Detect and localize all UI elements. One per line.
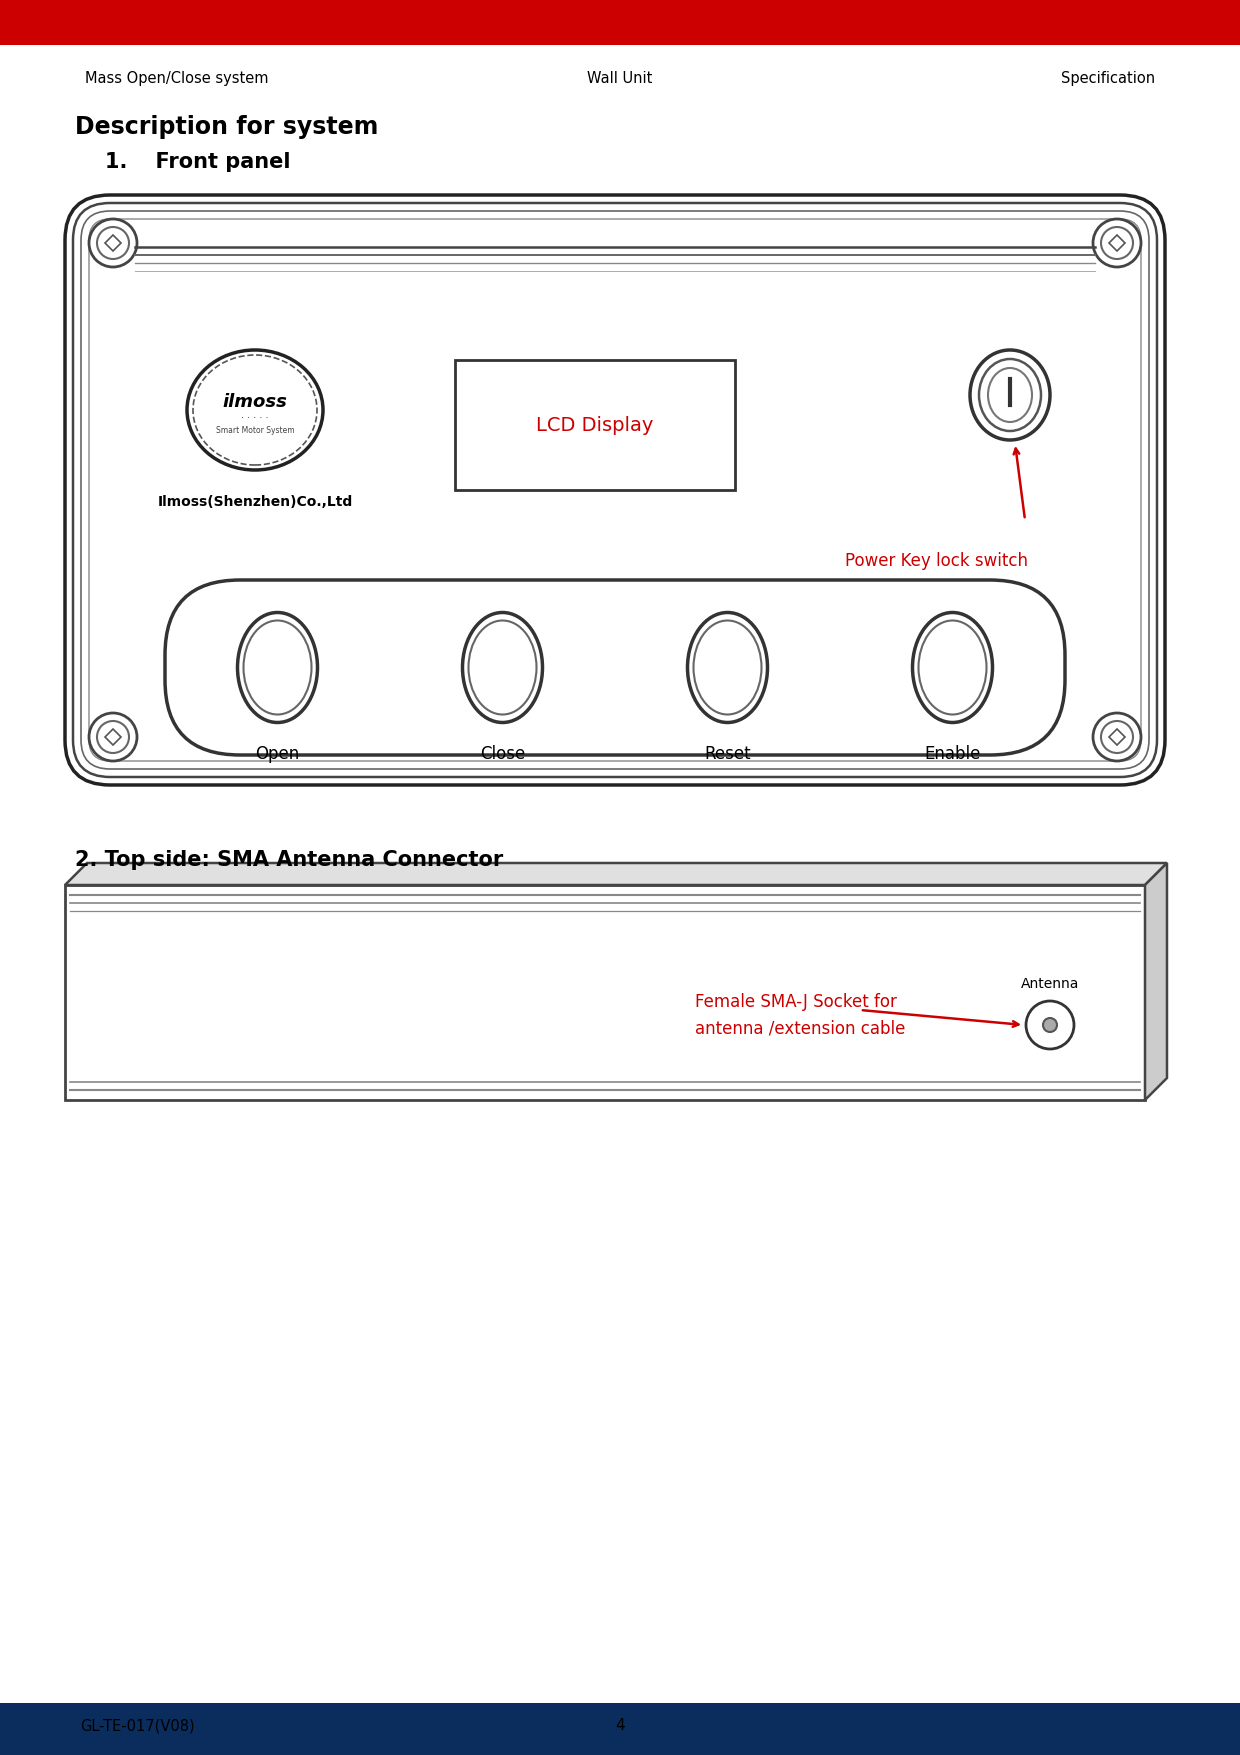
Text: Mass Open/Close system: Mass Open/Close system — [86, 70, 269, 86]
Text: Wall Unit: Wall Unit — [588, 70, 652, 86]
Circle shape — [1092, 713, 1141, 762]
Bar — [0, 0, 1240, 46]
Text: Enable: Enable — [924, 744, 981, 762]
Ellipse shape — [187, 349, 322, 470]
Text: Specification: Specification — [1061, 70, 1154, 86]
FancyBboxPatch shape — [64, 195, 1166, 784]
Text: · · · · ·: · · · · · — [242, 412, 269, 423]
Ellipse shape — [238, 612, 317, 723]
Circle shape — [1025, 1000, 1074, 1049]
Circle shape — [1092, 219, 1141, 267]
Text: Reset: Reset — [704, 744, 750, 762]
Text: Smart Motor System: Smart Motor System — [216, 425, 294, 435]
Polygon shape — [1145, 863, 1167, 1100]
Ellipse shape — [463, 612, 543, 723]
Bar — [455, 360, 735, 490]
Text: Ilmoss(Shenzhen)Co.,Ltd: Ilmoss(Shenzhen)Co.,Ltd — [157, 495, 352, 509]
Text: Close: Close — [480, 744, 525, 762]
Bar — [0, 1702, 1240, 1755]
Circle shape — [89, 713, 136, 762]
Bar — [64, 885, 1145, 1100]
Text: Female SMA-J Socket for
antenna /extension cable: Female SMA-J Socket for antenna /extensi… — [694, 993, 905, 1037]
Text: Antenna: Antenna — [1021, 978, 1079, 992]
Text: ilmoss: ilmoss — [222, 393, 288, 411]
Text: 1.  Front panel: 1. Front panel — [105, 153, 290, 172]
Polygon shape — [64, 863, 1167, 885]
Text: Power Key lock switch: Power Key lock switch — [844, 553, 1028, 570]
Text: 4: 4 — [615, 1718, 625, 1734]
Ellipse shape — [913, 612, 992, 723]
Circle shape — [1043, 1018, 1056, 1032]
FancyBboxPatch shape — [165, 579, 1065, 755]
Ellipse shape — [970, 349, 1050, 441]
Circle shape — [89, 219, 136, 267]
Text: Description for system: Description for system — [74, 116, 378, 139]
Ellipse shape — [687, 612, 768, 723]
Text: 2. Top side: SMA Antenna Connector: 2. Top side: SMA Antenna Connector — [74, 849, 503, 870]
Text: Open: Open — [255, 744, 300, 762]
Text: GL-TE-017(V08): GL-TE-017(V08) — [81, 1718, 195, 1734]
Text: LCD Display: LCD Display — [537, 416, 653, 435]
